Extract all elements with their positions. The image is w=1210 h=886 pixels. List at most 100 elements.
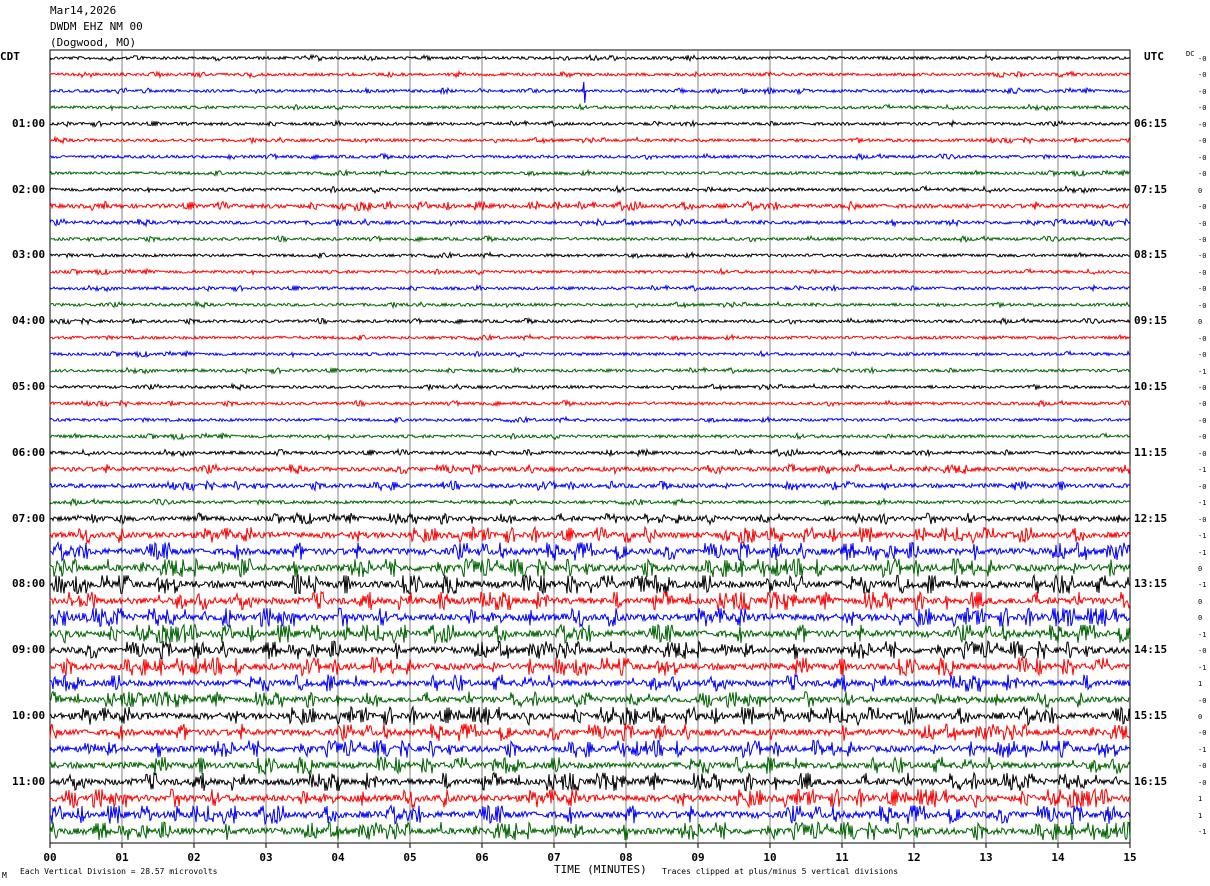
left-hour-label: 08:00 bbox=[12, 577, 46, 591]
x-tick-label: 12 bbox=[907, 851, 920, 864]
location-label: (Dogwood, MO) bbox=[50, 36, 137, 49]
dc-offset-value: -0 bbox=[1198, 71, 1207, 80]
vertical-division-note: Each Vertical Division = 28.57 microvolt… bbox=[20, 867, 218, 876]
seismic-trace bbox=[49, 723, 1131, 742]
seismic-trace bbox=[49, 349, 1131, 359]
dc-offset-value: -0 bbox=[1198, 252, 1207, 261]
dc-offset-value: -0 bbox=[1198, 647, 1207, 656]
x-tick-label: 00 bbox=[43, 851, 56, 864]
dc-offset-value: -1 bbox=[1198, 367, 1207, 376]
x-axis-title: TIME (MINUTES) bbox=[554, 863, 647, 876]
dc-offset-value: 0 bbox=[1198, 318, 1203, 327]
left-hour-label: 02:00 bbox=[12, 182, 46, 196]
dc-offset-value: -0 bbox=[1198, 515, 1207, 524]
x-tick-label: 01 bbox=[115, 851, 129, 864]
left-hour-label: 09:00 bbox=[12, 643, 46, 657]
date-label: Mar14,2026 bbox=[50, 4, 117, 17]
seismic-trace bbox=[49, 540, 1131, 562]
seismic-trace bbox=[49, 86, 1131, 96]
dc-offset-value: 1 bbox=[1198, 680, 1203, 689]
right-hour-label: 14:15 bbox=[1134, 643, 1168, 657]
seismic-trace bbox=[49, 365, 1131, 375]
clipping-note: Traces clipped at plus/minus 5 vertical … bbox=[662, 867, 899, 876]
seismic-trace bbox=[49, 705, 1131, 727]
dc-offset-value: 0 bbox=[1198, 597, 1203, 606]
dc-offset-value: -1 bbox=[1198, 663, 1207, 672]
seismic-trace bbox=[49, 283, 1131, 293]
seismic-trace bbox=[49, 607, 1131, 629]
x-tick-label: 13 bbox=[979, 851, 992, 864]
seismic-trace bbox=[49, 771, 1131, 792]
seismic-trace bbox=[49, 250, 1131, 260]
dc-offset-value: -1 bbox=[1198, 828, 1207, 837]
dc-offset-value: -0 bbox=[1198, 400, 1207, 409]
seismic-trace bbox=[49, 217, 1131, 228]
dc-offset-value: -0 bbox=[1198, 170, 1207, 179]
dc-offset-value: -0 bbox=[1198, 762, 1207, 771]
x-tick-label: 06 bbox=[475, 851, 489, 864]
right-hour-label: 06:15 bbox=[1134, 116, 1168, 130]
dc-offset-value: -1 bbox=[1198, 532, 1207, 541]
dc-offset-value: 0 bbox=[1198, 713, 1203, 721]
seismic-trace bbox=[49, 462, 1131, 476]
dc-offset-value: -0 bbox=[1198, 334, 1207, 343]
dc-offset-value: -0 bbox=[1198, 729, 1207, 738]
dc-offset-value: -1 bbox=[1198, 499, 1207, 508]
right-hour-label: 15:15 bbox=[1134, 709, 1168, 722]
seismic-trace bbox=[49, 525, 1131, 545]
left-hour-label: 01:00 bbox=[12, 116, 46, 130]
right-hour-label: 13:15 bbox=[1134, 577, 1168, 591]
dc-offset-value: -0 bbox=[1198, 137, 1207, 146]
right-hour-label: 16:15 bbox=[1134, 774, 1168, 788]
dc-offset-value: -0 bbox=[1198, 351, 1207, 360]
seismic-trace bbox=[49, 821, 1131, 841]
dc-offset-value: -0 bbox=[1198, 203, 1207, 212]
dc-offset-value: -0 bbox=[1198, 104, 1207, 113]
left-hour-label: 11:00 bbox=[12, 774, 46, 788]
x-tick-label: 15 bbox=[1123, 851, 1136, 864]
seismic-trace bbox=[49, 511, 1131, 526]
seismic-trace bbox=[49, 656, 1131, 678]
seismic-trace bbox=[49, 415, 1131, 424]
dc-offset-value: 1 bbox=[1198, 811, 1203, 820]
dc-offset-value: -0 bbox=[1198, 416, 1207, 425]
dc-offset-value: 0 bbox=[1198, 186, 1203, 195]
seismic-trace bbox=[49, 640, 1131, 660]
seismic-trace bbox=[49, 804, 1131, 826]
seismic-trace bbox=[49, 135, 1131, 145]
seismic-trace bbox=[49, 673, 1131, 693]
seismic-trace bbox=[49, 431, 1131, 441]
dc-offset-value: -0 bbox=[1198, 778, 1207, 787]
right-hour-label: 10:15 bbox=[1134, 380, 1168, 393]
dc-offset-value: -0 bbox=[1198, 219, 1207, 228]
station-label: DWDM EHZ NM 00 bbox=[50, 20, 143, 33]
right-hour-label: 07:15 bbox=[1134, 182, 1168, 196]
seismic-trace bbox=[49, 333, 1131, 342]
x-tick-label: 07 bbox=[547, 851, 560, 864]
seismic-trace bbox=[49, 573, 1131, 596]
seismic-trace bbox=[49, 299, 1131, 310]
dc-offset-value: -0 bbox=[1198, 235, 1207, 244]
seismic-trace bbox=[49, 755, 1131, 776]
seismic-trace bbox=[49, 739, 1131, 759]
dc-offset-value: -0 bbox=[1198, 153, 1207, 162]
seismic-trace bbox=[49, 787, 1131, 810]
dc-offset-value: -0 bbox=[1198, 384, 1207, 392]
seismic-trace bbox=[49, 102, 1131, 112]
dc-offset-value: 0 bbox=[1198, 614, 1203, 623]
x-tick-label: 02 bbox=[187, 851, 200, 864]
seismic-trace bbox=[49, 234, 1131, 244]
dc-offset-value: -1 bbox=[1198, 466, 1207, 475]
seismic-trace bbox=[49, 382, 1131, 392]
seismic-spike bbox=[582, 81, 587, 103]
corner-mark: M bbox=[2, 871, 7, 880]
seismic-trace bbox=[49, 200, 1131, 213]
dc-offset-value: -0 bbox=[1198, 301, 1207, 310]
left-hour-label: 06:00 bbox=[12, 445, 46, 459]
right-timezone-label: UTC bbox=[1144, 50, 1164, 63]
dc-offset-value: -0 bbox=[1198, 120, 1207, 129]
x-tick-label: 14 bbox=[1051, 851, 1065, 864]
seismic-trace bbox=[49, 184, 1131, 195]
left-hour-label: 04:00 bbox=[12, 314, 46, 328]
